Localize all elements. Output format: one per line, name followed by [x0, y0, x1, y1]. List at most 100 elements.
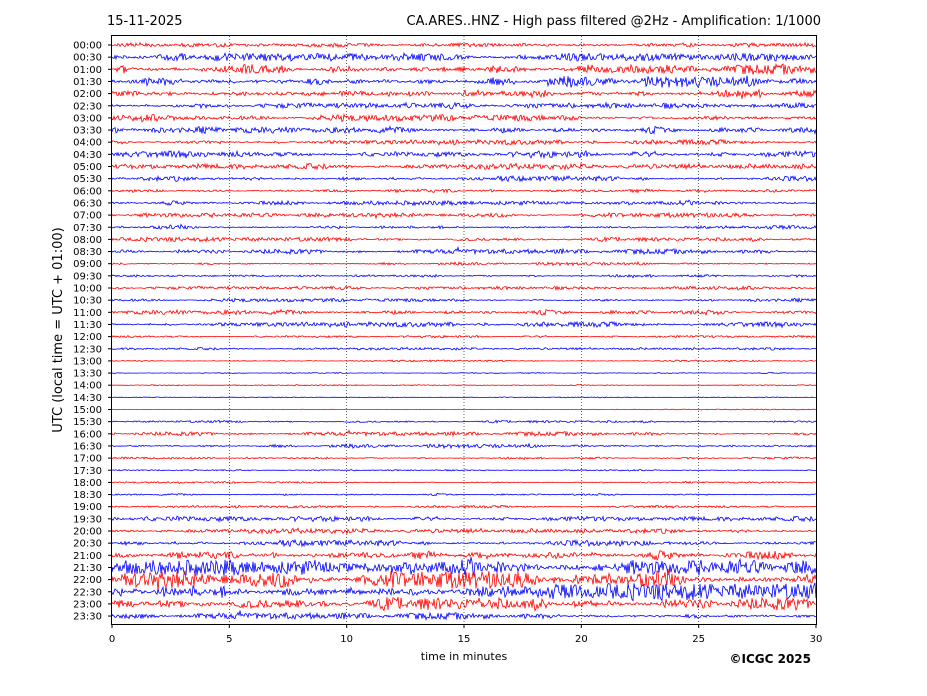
trace-1100	[111, 308, 817, 317]
y-tick-label: 17:00	[73, 454, 102, 465]
copyright-text: ©ICGC 2025	[729, 652, 811, 666]
y-tick-label: 02:30	[73, 101, 102, 112]
y-tick-label: 23:00	[73, 599, 102, 610]
seismic-traces	[111, 41, 817, 621]
trace-0800	[111, 235, 817, 243]
y-tick-label: 12:00	[73, 332, 102, 343]
y-tick-label: 20:30	[73, 539, 102, 550]
trace-0830	[111, 245, 817, 256]
y-tick-label: 16:30	[73, 441, 102, 452]
trace-1630	[111, 442, 817, 450]
x-tick-label: 30	[810, 634, 823, 645]
trace-1830	[111, 492, 817, 497]
y-tick-label: 22:30	[73, 587, 102, 598]
trace-0700	[111, 211, 817, 220]
x-axis-label: time in minutes	[421, 650, 508, 663]
y-tick-label: 05:30	[73, 174, 102, 185]
y-tick-label: 15:30	[73, 417, 102, 428]
trace-1500	[111, 408, 817, 411]
x-tick-label: 20	[575, 634, 588, 645]
y-tick-label: 18:00	[73, 478, 102, 489]
vertical-grid	[229, 36, 699, 624]
y-tick-label: 13:00	[73, 356, 102, 367]
trace-1800	[111, 480, 817, 485]
y-tick-label: 03:00	[73, 113, 102, 124]
y-tick-label: 06:30	[73, 199, 102, 210]
y-tick-label: 21:00	[73, 551, 102, 562]
trace-0500	[111, 162, 817, 171]
y-tick-label: 19:00	[73, 502, 102, 513]
y-tick-label: 11:00	[73, 308, 102, 319]
trace-2300	[111, 596, 816, 612]
trace-0730	[111, 223, 817, 231]
y-tick-label: 16:00	[73, 429, 102, 440]
trace-1430	[111, 396, 817, 399]
y-tick-label: 19:30	[73, 514, 102, 525]
y-tick-label: 17:30	[73, 466, 102, 477]
trace-0630	[111, 199, 816, 207]
trace-0330	[111, 125, 817, 135]
y-tick-label: 23:30	[73, 612, 102, 623]
trace-0430	[111, 149, 817, 160]
trace-2100	[111, 550, 817, 561]
trace-1600	[111, 429, 817, 438]
trace-0130	[111, 75, 817, 88]
y-tick-label: 02:00	[73, 89, 102, 100]
y-tick-label: 09:30	[73, 271, 102, 282]
chart-date: 15-11-2025	[107, 14, 183, 29]
x-tick-label: 0	[109, 634, 115, 645]
y-axis-label: UTC (local time = UTC + 01:00)	[51, 227, 66, 432]
x-tick-label: 10	[340, 634, 353, 645]
y-tick-label: 21:30	[73, 563, 102, 574]
trace-1300	[111, 359, 817, 363]
y-tick-label: 01:00	[73, 65, 102, 76]
y-tick-label: 12:30	[73, 344, 102, 355]
y-tick-label: 08:00	[73, 235, 102, 246]
y-tick-label: 15:00	[73, 405, 102, 416]
trace-2000	[111, 527, 817, 535]
trace-2330	[111, 610, 817, 621]
trace-0030	[111, 51, 817, 62]
plot-frame	[111, 35, 817, 625]
x-tick-label: 5	[226, 634, 232, 645]
y-tick-label: 11:30	[73, 320, 102, 331]
y-tick-label: 20:00	[73, 527, 102, 538]
y-tick-label: 14:30	[73, 393, 102, 404]
x-axis-ticks: 0 5 10 15 20 25 30	[109, 624, 823, 645]
x-tick-label: 25	[692, 634, 705, 645]
y-tick-label: 22:00	[73, 575, 102, 586]
trace-1700	[111, 456, 817, 461]
trace-0600	[111, 188, 816, 194]
trace-1230	[111, 346, 817, 351]
trace-0400	[111, 138, 817, 146]
y-tick-label: 04:00	[73, 138, 102, 149]
y-tick-label: 14:00	[73, 381, 102, 392]
y-tick-label: 10:30	[73, 296, 102, 307]
trace-0200	[111, 88, 817, 99]
y-tick-label: 00:30	[73, 53, 102, 64]
y-tick-label: 00:00	[73, 41, 102, 52]
y-tick-label: 09:00	[73, 259, 102, 270]
y-tick-label: 13:30	[73, 369, 102, 380]
x-tick-label: 15	[458, 634, 471, 645]
y-tick-label: 01:30	[73, 77, 102, 88]
trace-0000	[111, 41, 817, 49]
y-tick-label: 18:30	[73, 490, 102, 501]
trace-2130	[111, 557, 817, 576]
y-tick-label: 08:30	[73, 247, 102, 258]
trace-1730	[111, 468, 817, 472]
trace-0930	[111, 273, 817, 279]
trace-1530	[111, 419, 817, 424]
y-tick-label: 07:00	[73, 211, 102, 222]
y-tick-label: 07:30	[73, 223, 102, 234]
trace-0530	[111, 174, 817, 183]
y-tick-label: 05:00	[73, 162, 102, 173]
y-tick-label: 04:30	[73, 150, 102, 161]
y-tick-label: 10:00	[73, 284, 102, 295]
trace-1900	[111, 504, 817, 509]
chart-title: CA.ARES..HNZ - High pass filtered @2Hz -…	[407, 14, 821, 29]
y-tick-label: 03:30	[73, 126, 102, 137]
y-tick-label: 06:00	[73, 186, 102, 197]
